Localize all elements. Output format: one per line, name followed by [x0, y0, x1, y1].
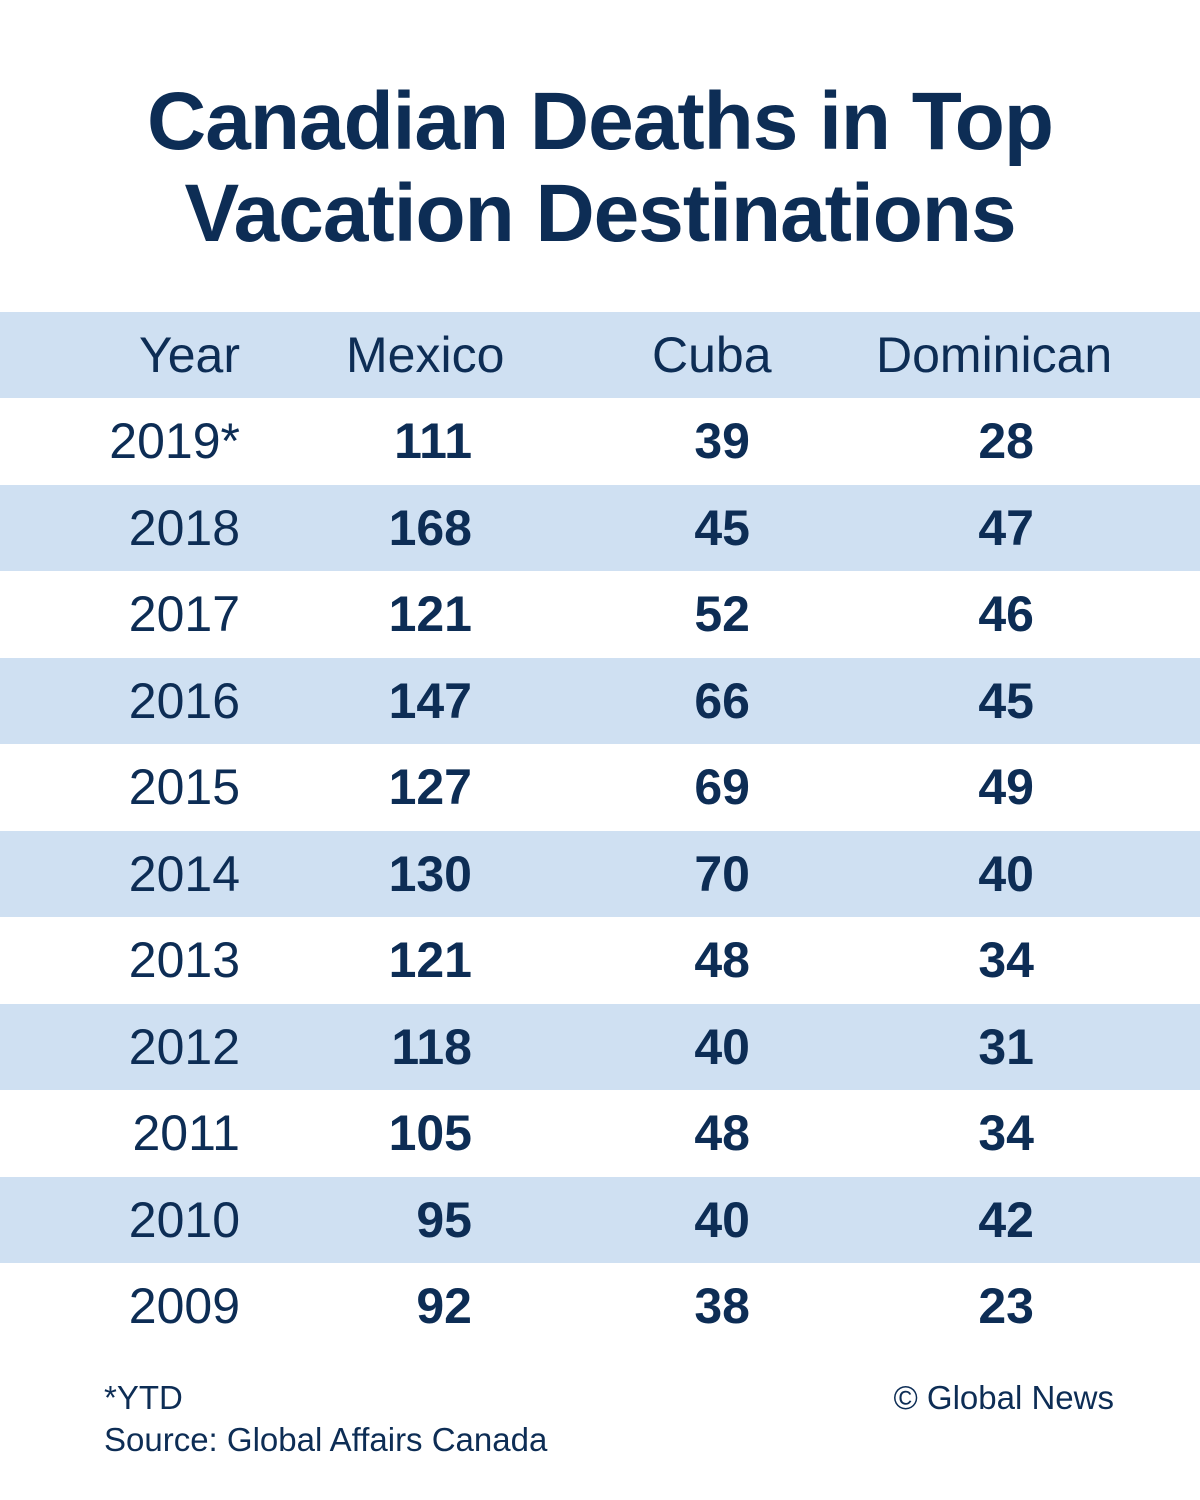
year-cell: 2012 [128, 1018, 240, 1075]
chart-title-line-2: Vacation Destinations [184, 168, 1016, 259]
dominican-value: 34 [978, 932, 1034, 988]
column-header-year: Year [138, 327, 240, 383]
dominican-value: 40 [978, 845, 1034, 902]
cuba-value: 40 [694, 1018, 750, 1075]
cuba-value: 48 [694, 1105, 750, 1161]
table-row: 2013 121 48 34 [0, 917, 1200, 1003]
cuba-value: 45 [694, 499, 750, 556]
table-row: 2009 92 38 23 [0, 1263, 1200, 1349]
year-cell: 2016 [128, 672, 240, 729]
source-note: Source: Global Affairs Canada [104, 1421, 548, 1458]
column-header-cuba: Cuba [652, 327, 772, 383]
table-row: 2012 118 40 31 [0, 1003, 1200, 1090]
cuba-value: 66 [694, 672, 750, 729]
table-row: 2018 168 45 47 [0, 484, 1200, 571]
dominican-value: 31 [978, 1018, 1034, 1075]
year-cell: 2017 [128, 586, 240, 642]
dominican-value: 23 [978, 1278, 1034, 1334]
dominican-value: 45 [978, 672, 1034, 729]
dominican-value: 46 [978, 586, 1034, 642]
mexico-value: 95 [416, 1191, 472, 1248]
column-header-dominican: Dominican [876, 327, 1113, 383]
mexico-value: 130 [388, 845, 472, 902]
mexico-value: 168 [388, 499, 472, 556]
table-row: 2017 121 52 46 [0, 571, 1200, 657]
table-row: 2016 147 66 45 [0, 657, 1200, 744]
column-header-mexico: Mexico [346, 327, 505, 383]
dominican-value: 34 [978, 1105, 1034, 1161]
table-row: 2011 105 48 34 [0, 1090, 1200, 1176]
year-cell: 2013 [128, 932, 240, 988]
year-cell: 2009 [128, 1278, 240, 1334]
cuba-value: 39 [694, 413, 750, 469]
cuba-value: 40 [694, 1191, 750, 1248]
dominican-value: 49 [978, 759, 1034, 815]
table-row: 2010 95 40 42 [0, 1176, 1200, 1263]
cuba-value: 70 [694, 845, 750, 902]
copyright-credit: © Global News [893, 1379, 1114, 1416]
mexico-value: 127 [388, 759, 472, 815]
footnote-ytd: *YTD [104, 1379, 183, 1416]
year-cell: 2010 [128, 1191, 240, 1248]
mexico-value: 121 [388, 586, 472, 642]
mexico-value: 92 [416, 1278, 472, 1334]
mexico-value: 111 [394, 413, 472, 469]
year-cell: 2014 [128, 845, 240, 902]
table-row: 2014 130 70 40 [0, 830, 1200, 917]
dominican-value: 28 [978, 413, 1034, 469]
year-cell: 2011 [132, 1105, 240, 1161]
year-cell: 2018 [128, 499, 240, 556]
cuba-value: 52 [694, 586, 750, 642]
year-cell: 2015 [128, 759, 240, 815]
mexico-value: 121 [388, 932, 472, 988]
table-row: 2015 127 69 49 [0, 744, 1200, 830]
cuba-value: 69 [694, 759, 750, 815]
mexico-value: 118 [391, 1018, 472, 1075]
cuba-value: 48 [694, 932, 750, 988]
year-cell: 2019* [109, 413, 240, 469]
dominican-value: 47 [978, 499, 1034, 556]
mexico-value: 105 [388, 1105, 472, 1161]
dominican-value: 42 [978, 1191, 1034, 1248]
chart-title-line-1: Canadian Deaths in Top [147, 76, 1054, 167]
cuba-value: 38 [694, 1278, 750, 1334]
table-row: 2019* 111 39 28 [0, 398, 1200, 484]
table-header: Year Mexico Cuba Dominican [0, 312, 1200, 398]
mexico-value: 147 [388, 672, 472, 729]
